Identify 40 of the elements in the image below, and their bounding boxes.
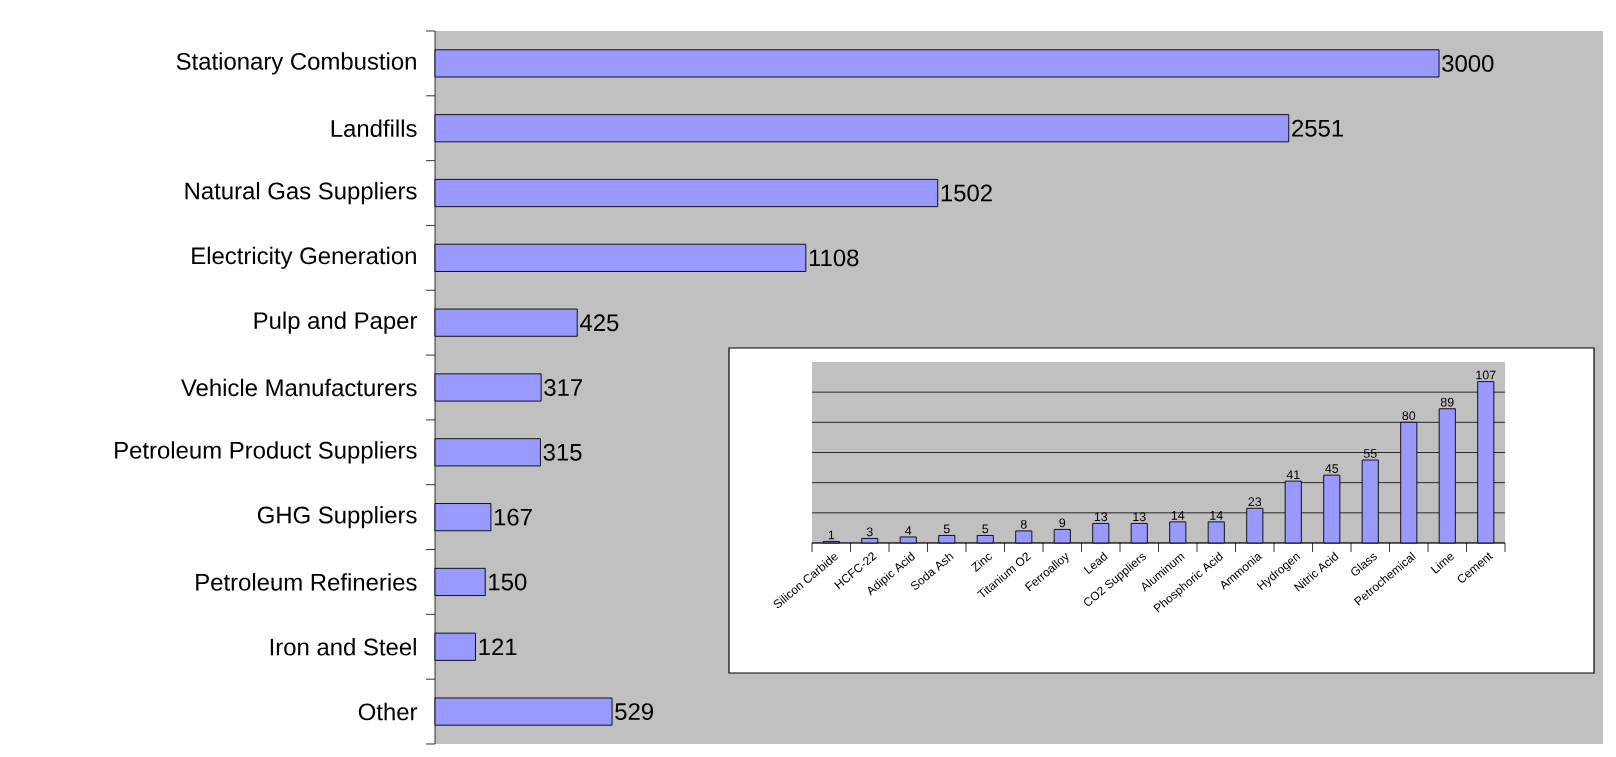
data-label: 14: [1171, 511, 1185, 520]
y-tick-label: Natural Gas Suppliers: [185, 181, 417, 205]
data-label: 5: [982, 524, 989, 534]
data-label: 14: [1210, 511, 1223, 520]
y-tick-label: Landfills: [331, 119, 417, 137]
data-label: 1502: [941, 184, 992, 202]
data-label: 41: [1286, 470, 1300, 479]
data-label: 121: [479, 638, 517, 656]
data-label: 9: [1059, 518, 1066, 528]
y-tick-label: Electricity Generation: [192, 246, 416, 269]
y-tick-label: Vehicle Manufacturers: [181, 378, 417, 397]
data-label: 4: [905, 526, 912, 535]
x-tick-label: Lime: [1430, 554, 1454, 574]
data-label: 1108: [809, 249, 859, 267]
data-label: 80: [1402, 411, 1416, 421]
data-label: 317: [544, 379, 582, 396]
data-label: 2551: [1292, 119, 1343, 137]
data-label: 13: [1094, 512, 1108, 522]
data-label: 529: [615, 703, 653, 721]
data-label: 167: [494, 508, 532, 526]
y-tick-label: Iron and Steel: [270, 637, 416, 656]
data-label: 3: [866, 527, 873, 537]
y-tick-label: Other: [358, 702, 418, 721]
data-label: 5: [943, 524, 950, 534]
data-label: 315: [543, 443, 582, 461]
y-tick-label: GHG Suppliers: [257, 505, 417, 529]
data-label: 107: [1476, 370, 1496, 380]
y-tick-label: Petroleum Refineries: [196, 573, 417, 591]
y-tick-label: Stationary Combustion: [176, 52, 416, 75]
data-label: 425: [579, 314, 619, 332]
data-label: 8: [1020, 519, 1027, 529]
y-tick-label: Petroleum Product Suppliers: [115, 441, 417, 464]
data-label: 150: [489, 573, 527, 591]
data-label: 45: [1325, 464, 1339, 473]
data-label: 13: [1133, 512, 1146, 522]
data-label: 3000: [1442, 54, 1494, 72]
data-label: 89: [1440, 397, 1454, 407]
data-label: 23: [1248, 497, 1262, 507]
y-tick-label: Pulp and Paper: [254, 311, 418, 334]
data-label: 1: [828, 530, 835, 540]
